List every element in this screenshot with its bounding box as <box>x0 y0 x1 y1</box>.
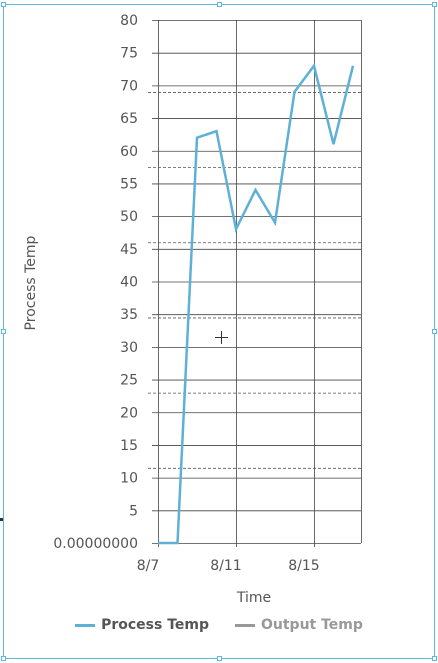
legend: Process Temp Output Temp <box>0 617 438 633</box>
y-axis-title: Process Temp <box>23 235 39 330</box>
reference-lines <box>148 92 361 469</box>
legend-swatch-process-temp <box>75 623 96 627</box>
x-axis-ticks: 8/7 8/11 8/15 <box>137 558 320 574</box>
x-tick-label: 8/15 <box>288 558 319 574</box>
y-tick-label: 50 <box>120 209 138 225</box>
x-tick-label: 8/11 <box>210 558 241 574</box>
series-lines <box>158 62 355 545</box>
y-tick-label: 60 <box>120 144 138 160</box>
legend-label-output-temp: Output Temp <box>261 617 363 633</box>
legend-label-process-temp: Process Temp <box>101 617 209 633</box>
y-tick-label: 35 <box>120 307 138 323</box>
y-tick-label: 40 <box>120 275 138 291</box>
x-axis-title: Time <box>236 590 271 606</box>
y-tick-label: 30 <box>120 340 138 356</box>
y-tick-label: 5 <box>129 503 138 519</box>
y-tick-label: 55 <box>120 176 138 192</box>
y-tick-label: 25 <box>120 373 138 389</box>
y-tick-label: 15 <box>120 438 138 454</box>
resize-handle-top-right[interactable] <box>432 2 437 7</box>
y-tick-label: 0.00000000 <box>53 536 138 552</box>
x-tick-label: 8/7 <box>137 558 160 574</box>
legend-item-output-temp[interactable]: Output Temp <box>235 617 363 633</box>
resize-handle-bottom-center[interactable] <box>217 656 222 661</box>
legend-swatch-output-temp <box>235 623 255 627</box>
series-line-process-temp[interactable] <box>158 62 355 545</box>
y-tick-label: 70 <box>120 78 138 94</box>
y-tick-label: 10 <box>120 471 138 487</box>
y-tick-label: 75 <box>120 46 138 62</box>
resize-handle-middle-left[interactable] <box>1 329 6 334</box>
y-tick-label: 80 <box>120 13 138 29</box>
resize-handle-middle-right[interactable] <box>432 329 437 334</box>
y-tick-label: 65 <box>120 111 138 127</box>
y-tick-label: 45 <box>120 242 138 258</box>
resize-handle-bottom-right[interactable] <box>432 656 437 661</box>
crosshair-cursor-icon <box>215 331 228 344</box>
y-tick-label: 20 <box>120 405 138 421</box>
y-axis-ticks: 0.00000000 5 10 15 20 25 30 35 40 45 50 55 60 65 70 75 8… <box>53 13 138 552</box>
resize-handle-top-center[interactable] <box>217 2 222 7</box>
resize-handle-bottom-left[interactable] <box>1 656 6 661</box>
legend-item-process-temp[interactable]: Process Temp <box>75 617 209 633</box>
edge-marker <box>0 518 3 521</box>
resize-handle-top-left[interactable] <box>1 2 6 7</box>
